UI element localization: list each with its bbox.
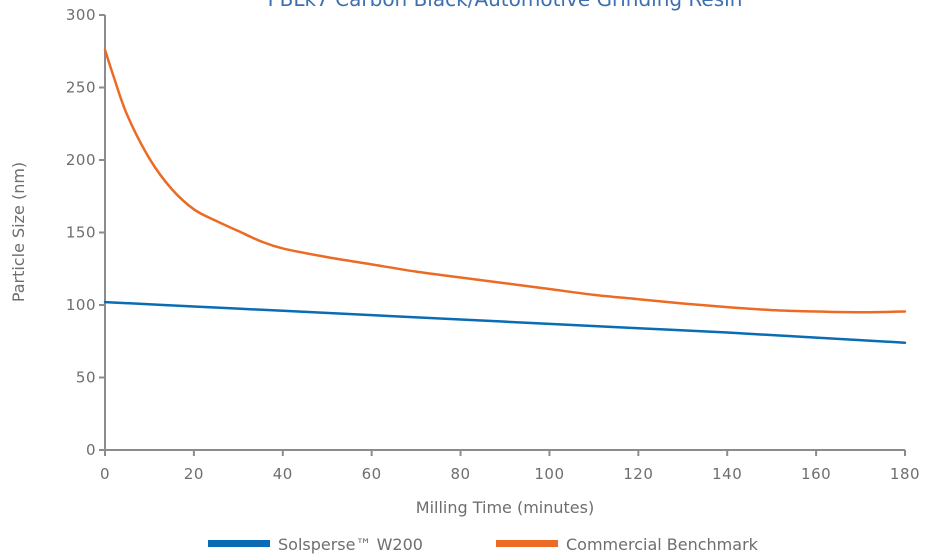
series-line-0 xyxy=(103,300,907,344)
y-tick-label: 50 xyxy=(76,369,96,387)
x-tick-label: 180 xyxy=(890,465,920,483)
x-tick-label: 160 xyxy=(801,465,831,483)
x-tick-label: 140 xyxy=(712,465,742,483)
legend-swatch xyxy=(208,540,270,547)
y-tick-label: 250 xyxy=(66,79,96,97)
y-tick-label: 300 xyxy=(66,6,96,24)
x-tick-label: 0 xyxy=(100,465,110,483)
x-tick-label: 60 xyxy=(362,465,382,483)
y-tick-label: 100 xyxy=(66,296,96,314)
legend-label: Commercial Benchmark xyxy=(566,535,759,554)
x-tick-label: 100 xyxy=(534,465,564,483)
y-tick-label: 150 xyxy=(66,224,96,242)
x-tick-label: 40 xyxy=(273,465,293,483)
y-tick-label: 200 xyxy=(66,151,96,169)
axes: 0 50 100 150 200 250 300 0 20 40 60 80 100 120 140 160 1… xyxy=(66,6,920,483)
legend: Solsperse™ W200 Commercial Benchmark xyxy=(208,535,759,554)
legend-label: Solsperse™ W200 xyxy=(278,535,423,554)
series-layer xyxy=(103,48,907,344)
chart-title: PBLk7 Carbon Black/Automotive Grinding R… xyxy=(268,0,743,11)
x-tick-label: 20 xyxy=(184,465,204,483)
y-tick-label: 0 xyxy=(86,441,96,459)
x-tick-label: 80 xyxy=(451,465,471,483)
x-axis-title: Milling Time (minutes) xyxy=(416,498,594,517)
legend-swatch xyxy=(496,540,558,547)
y-axis-title: Particle Size (nm) xyxy=(9,162,28,302)
x-tick-label: 120 xyxy=(623,465,653,483)
series-line-1 xyxy=(103,48,907,314)
